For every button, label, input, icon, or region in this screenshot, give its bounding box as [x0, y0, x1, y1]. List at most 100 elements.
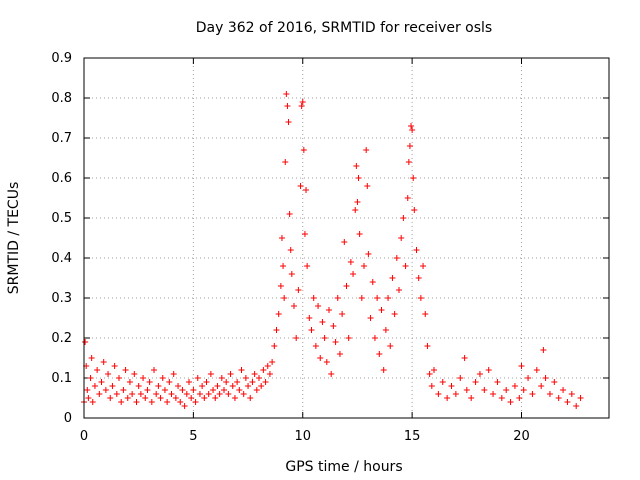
data-point	[420, 263, 427, 269]
data-point	[260, 367, 267, 373]
data-point	[393, 255, 400, 261]
data-point	[319, 319, 326, 325]
data-point	[157, 395, 164, 401]
data-point	[306, 315, 313, 321]
data-point	[555, 395, 562, 401]
data-point	[140, 375, 147, 381]
data-point	[300, 147, 307, 153]
data-point	[299, 99, 306, 105]
data-point	[323, 359, 330, 365]
y-tick-label: 0.1	[51, 371, 72, 386]
data-point	[317, 355, 324, 361]
data-point	[256, 375, 262, 381]
data-point	[308, 327, 315, 333]
data-point	[538, 383, 545, 389]
data-point	[201, 395, 208, 401]
data-point	[405, 159, 412, 165]
data-point	[334, 295, 341, 301]
data-point	[402, 263, 409, 269]
data-point	[389, 275, 396, 281]
data-point	[369, 279, 376, 285]
data-point	[435, 391, 442, 397]
data-point	[520, 387, 527, 393]
y-tick-label: 0.9	[51, 51, 72, 66]
data-point	[380, 367, 387, 373]
data-point	[404, 195, 411, 201]
data-point	[207, 371, 214, 377]
data-point	[297, 183, 304, 189]
data-point	[428, 383, 435, 389]
y-tick-label: 0.2	[51, 331, 72, 346]
data-point	[326, 307, 332, 313]
data-point	[431, 367, 437, 373]
data-point	[82, 339, 89, 345]
data-point	[291, 303, 297, 309]
data-point	[367, 315, 374, 321]
data-point	[444, 395, 451, 401]
data-point	[148, 399, 155, 405]
data-point	[212, 395, 219, 401]
data-point	[472, 379, 479, 385]
data-point	[137, 391, 144, 397]
data-point	[546, 391, 553, 397]
data-point	[146, 379, 153, 385]
data-point	[304, 263, 311, 269]
data-point	[358, 295, 365, 301]
data-point	[168, 391, 175, 397]
data-point	[84, 387, 91, 393]
data-point	[199, 383, 206, 389]
data-point	[251, 371, 258, 377]
data-point	[406, 143, 413, 149]
y-tick-label: 0.8	[51, 91, 72, 106]
data-point	[85, 395, 92, 401]
data-point	[490, 391, 497, 397]
data-point	[107, 395, 114, 401]
data-point	[280, 263, 287, 269]
data-point	[183, 391, 190, 397]
data-point	[371, 335, 378, 341]
data-point	[221, 387, 227, 393]
data-point	[339, 311, 346, 317]
data-point	[247, 395, 254, 401]
data-point	[568, 391, 575, 397]
x-tick-label: 0	[80, 429, 88, 444]
data-point	[231, 395, 238, 401]
data-point	[192, 399, 199, 405]
data-point	[293, 335, 300, 341]
data-point	[298, 103, 305, 109]
data-point	[417, 295, 424, 301]
data-point	[315, 303, 322, 309]
data-point	[355, 175, 362, 181]
data-point	[281, 295, 288, 301]
data-point	[573, 403, 580, 409]
data-point	[529, 391, 536, 397]
x-tick-label: 5	[189, 429, 197, 444]
data-point	[353, 163, 360, 169]
data-point	[113, 391, 120, 397]
data-point	[102, 387, 109, 393]
y-tick-label: 0.7	[51, 131, 72, 146]
data-point	[356, 231, 363, 237]
data-point	[481, 387, 488, 393]
data-point	[275, 311, 282, 317]
data-point	[424, 343, 431, 349]
data-point	[240, 391, 247, 397]
data-point	[361, 263, 367, 269]
data-point	[181, 403, 188, 409]
data-point	[448, 383, 455, 389]
data-point	[301, 231, 308, 237]
data-point	[376, 351, 383, 357]
data-point	[94, 367, 101, 373]
data-point	[378, 307, 385, 313]
data-point	[352, 207, 359, 213]
data-point	[463, 387, 470, 393]
grid	[84, 58, 609, 418]
data-point	[129, 391, 136, 397]
data-point	[242, 375, 249, 381]
data-point	[413, 247, 420, 253]
data-points	[81, 91, 584, 409]
data-point	[225, 391, 232, 397]
data-point	[124, 395, 131, 401]
data-point	[164, 399, 171, 405]
